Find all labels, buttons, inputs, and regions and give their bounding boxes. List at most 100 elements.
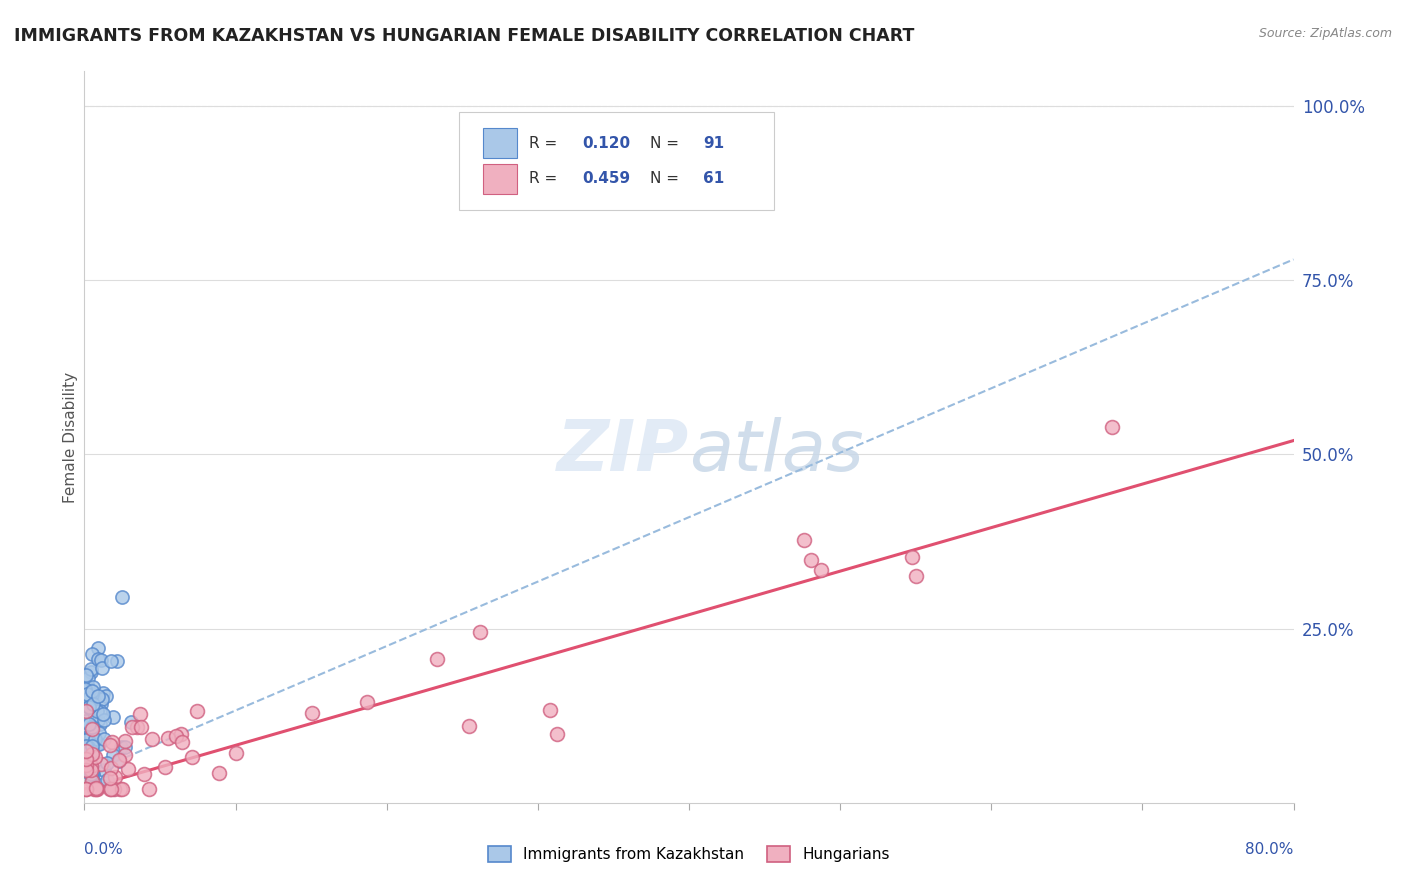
Immigrants from Kazakhstan <box>96 689 118 703</box>
Text: 91: 91 <box>703 136 724 151</box>
Hungarians <box>90 757 112 772</box>
Immigrants from Kazakhstan <box>77 760 100 774</box>
FancyBboxPatch shape <box>484 128 517 159</box>
Immigrants from Kazakhstan <box>77 765 100 780</box>
Immigrants from Kazakhstan <box>91 692 114 706</box>
Immigrants from Kazakhstan <box>79 700 101 714</box>
Immigrants from Kazakhstan <box>105 654 128 668</box>
Hungarians <box>301 706 323 720</box>
Text: N =: N = <box>650 171 685 186</box>
Hungarians <box>900 549 922 564</box>
Immigrants from Kazakhstan <box>80 687 103 701</box>
Text: 0.120: 0.120 <box>582 136 631 151</box>
Immigrants from Kazakhstan <box>87 726 110 740</box>
Immigrants from Kazakhstan <box>89 737 111 751</box>
Hungarians <box>114 748 136 763</box>
Hungarians <box>810 563 832 577</box>
Hungarians <box>86 780 108 795</box>
Immigrants from Kazakhstan <box>93 763 115 777</box>
Immigrants from Kazakhstan <box>82 766 104 780</box>
Immigrants from Kazakhstan <box>76 721 98 735</box>
Immigrants from Kazakhstan <box>100 654 122 668</box>
Hungarians <box>101 735 124 749</box>
Text: 61: 61 <box>703 171 724 186</box>
Immigrants from Kazakhstan <box>77 671 100 685</box>
Hungarians <box>111 781 134 796</box>
Immigrants from Kazakhstan <box>84 732 107 747</box>
Immigrants from Kazakhstan <box>80 647 103 661</box>
Immigrants from Kazakhstan <box>96 773 118 788</box>
Hungarians <box>170 726 193 740</box>
Hungarians <box>104 770 127 784</box>
Immigrants from Kazakhstan <box>120 715 142 730</box>
Hungarians <box>546 727 568 741</box>
Immigrants from Kazakhstan <box>87 652 110 666</box>
Text: Source: ZipAtlas.com: Source: ZipAtlas.com <box>1258 27 1392 40</box>
Immigrants from Kazakhstan <box>75 681 97 696</box>
Immigrants from Kazakhstan <box>79 692 101 706</box>
Text: R =: R = <box>529 136 562 151</box>
Immigrants from Kazakhstan <box>77 756 100 770</box>
Immigrants from Kazakhstan <box>83 700 105 714</box>
Hungarians <box>905 569 928 583</box>
Hungarians <box>141 732 163 747</box>
Immigrants from Kazakhstan <box>75 714 97 728</box>
Immigrants from Kazakhstan <box>82 772 104 786</box>
Hungarians <box>98 771 121 785</box>
Immigrants from Kazakhstan <box>110 740 132 755</box>
Immigrants from Kazakhstan <box>93 714 115 728</box>
Immigrants from Kazakhstan <box>77 700 100 714</box>
Immigrants from Kazakhstan <box>82 681 104 695</box>
Immigrants from Kazakhstan <box>75 739 97 754</box>
Hungarians <box>75 751 97 765</box>
Hungarians <box>800 553 823 567</box>
Immigrants from Kazakhstan <box>80 767 103 781</box>
Hungarians <box>129 720 152 734</box>
Immigrants from Kazakhstan <box>80 739 103 754</box>
Hungarians <box>165 729 187 743</box>
Hungarians <box>82 747 104 761</box>
Hungarians <box>155 760 177 774</box>
Immigrants from Kazakhstan <box>89 717 111 731</box>
Immigrants from Kazakhstan <box>101 710 124 724</box>
Hungarians <box>83 781 105 796</box>
Hungarians <box>80 764 103 778</box>
Hungarians <box>470 624 492 639</box>
Text: 0.0%: 0.0% <box>84 842 124 856</box>
Hungarians <box>121 720 143 734</box>
Immigrants from Kazakhstan <box>77 690 100 705</box>
Hungarians <box>98 738 121 752</box>
Hungarians <box>75 758 97 772</box>
Immigrants from Kazakhstan <box>86 705 108 719</box>
Immigrants from Kazakhstan <box>82 700 104 714</box>
Hungarians <box>117 762 139 776</box>
Hungarians <box>100 761 122 775</box>
Immigrants from Kazakhstan <box>80 744 103 758</box>
Hungarians <box>83 749 105 764</box>
Immigrants from Kazakhstan <box>114 739 136 754</box>
Immigrants from Kazakhstan <box>82 739 104 754</box>
Hungarians <box>98 781 121 796</box>
Immigrants from Kazakhstan <box>93 731 115 746</box>
Immigrants from Kazakhstan <box>87 640 110 655</box>
Immigrants from Kazakhstan <box>108 754 131 768</box>
Immigrants from Kazakhstan <box>103 748 125 763</box>
Immigrants from Kazakhstan <box>87 689 110 703</box>
Immigrants from Kazakhstan <box>90 698 112 712</box>
Immigrants from Kazakhstan <box>103 781 125 796</box>
Immigrants from Kazakhstan <box>79 690 101 705</box>
Hungarians <box>426 652 449 666</box>
Hungarians <box>793 533 815 547</box>
Hungarians <box>75 781 97 796</box>
Hungarians <box>225 747 247 761</box>
Immigrants from Kazakhstan <box>87 714 110 728</box>
Hungarians <box>103 781 125 796</box>
Hungarians <box>356 695 378 709</box>
Hungarians <box>80 758 103 772</box>
Hungarians <box>186 705 208 719</box>
Y-axis label: Female Disability: Female Disability <box>63 371 77 503</box>
Immigrants from Kazakhstan <box>75 704 97 718</box>
Hungarians <box>458 719 481 733</box>
Hungarians <box>207 765 229 780</box>
Hungarians <box>75 705 97 719</box>
